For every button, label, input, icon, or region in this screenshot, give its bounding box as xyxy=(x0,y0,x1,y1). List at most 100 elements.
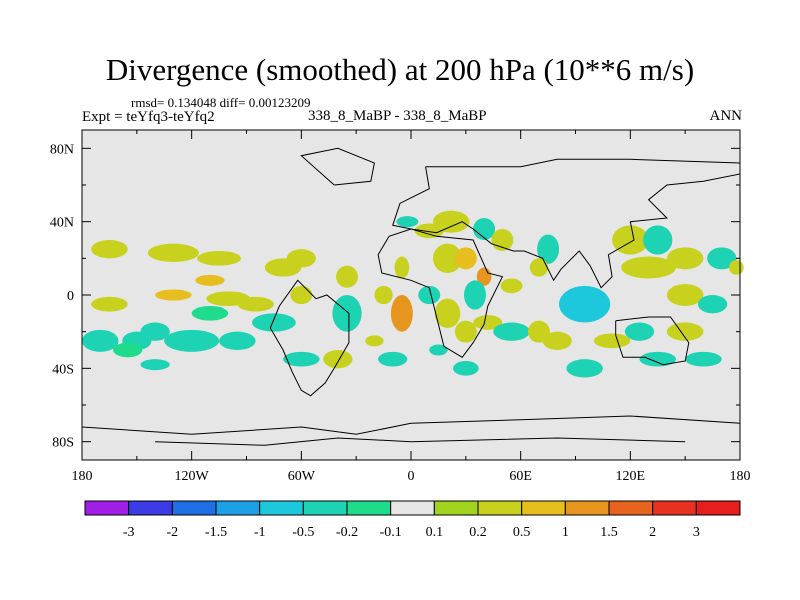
contour-region-21 xyxy=(336,265,358,288)
contour-region-13 xyxy=(164,329,220,352)
contour-region-58 xyxy=(666,247,704,270)
contour-region-48 xyxy=(542,331,572,351)
y-tick-label-4: 80S xyxy=(52,436,74,451)
contour-region-60 xyxy=(697,295,728,314)
contour-region-25 xyxy=(365,335,384,347)
season-label: ANN xyxy=(709,108,743,124)
coastline-0 xyxy=(269,279,350,397)
colorbar-swatch-8 xyxy=(433,500,479,516)
contour-region-64 xyxy=(290,285,313,305)
colorbar-label-6: -0.1 xyxy=(380,525,402,540)
contour-region-8 xyxy=(195,274,225,286)
contour-region-43 xyxy=(493,322,530,341)
colorbar-label-7: 0.1 xyxy=(426,525,444,540)
x-tick-label-6: 180 xyxy=(730,469,751,484)
contour-region-38 xyxy=(473,218,496,240)
colorbar-swatch-2 xyxy=(171,500,217,516)
contour-region-63 xyxy=(140,359,170,371)
contour-region-0 xyxy=(91,240,128,259)
contour-region-1 xyxy=(91,296,128,312)
contour-region-4 xyxy=(113,342,143,358)
colorbar-swatch-1 xyxy=(128,500,173,516)
contour-region-53 xyxy=(666,322,704,341)
contour-region-30 xyxy=(454,247,477,270)
plot-background xyxy=(82,130,740,460)
colorbar: -3 -2 -1.5 -1 -0.5 -0.2 -0.1 0.1 0.2 0.5 1 1.5 2 3 xyxy=(84,500,741,540)
colorbar-swatch-4 xyxy=(259,500,304,516)
center-label: 338_8_MaBP - 338_8_MaBP xyxy=(308,108,487,124)
colorbar-swatch-6 xyxy=(346,500,392,516)
contour-region-19 xyxy=(323,350,353,369)
colorbar-label-5: -0.2 xyxy=(336,525,358,540)
contour-region-45 xyxy=(537,234,560,264)
contour-region-59 xyxy=(666,284,704,306)
contour-region-36 xyxy=(429,344,448,356)
contour-region-52 xyxy=(639,351,677,367)
x-tick-label-4: 60E xyxy=(509,469,532,484)
contour-region-37 xyxy=(432,210,470,233)
colorbar-swatch-7 xyxy=(390,500,435,516)
coastline-1 xyxy=(377,228,504,358)
stats-label: rmsd= 0.134048 diff= 0.00123209 xyxy=(131,95,311,110)
contour-region-29 xyxy=(432,243,463,273)
colorbar-label-4: -0.5 xyxy=(292,525,314,540)
contour-region-41 xyxy=(500,278,523,294)
colorbar-label-1: -2 xyxy=(166,525,178,540)
contour-region-9 xyxy=(155,289,192,301)
contour-region-51 xyxy=(624,322,655,341)
colorbar-swatch-12 xyxy=(608,500,654,516)
colorbar-label-13: 3 xyxy=(693,525,700,540)
colorbar-label-12: 2 xyxy=(649,525,656,540)
experiment-label: Expt = teYfq3-teYfq2 xyxy=(82,109,215,125)
colorbar-swatch-13 xyxy=(652,500,697,516)
colorbar-label-0: -3 xyxy=(123,525,135,540)
colorbar-swatch-0 xyxy=(84,500,130,516)
contour-region-2 xyxy=(82,329,119,352)
x-tick-label-3: 0 xyxy=(408,469,415,484)
colorbar-label-11: 1.5 xyxy=(600,525,618,540)
colorbar-label-10: 1 xyxy=(562,525,569,540)
coastline-3 xyxy=(615,316,690,366)
y-tick-label-3: 40S xyxy=(52,362,74,377)
contour-region-6 xyxy=(147,243,199,262)
contour-region-40 xyxy=(464,280,486,310)
contour-region-5 xyxy=(140,322,170,341)
contour-region-20 xyxy=(332,295,362,332)
contour-region-49 xyxy=(566,359,603,378)
contour-region-62 xyxy=(729,260,744,275)
contour-region-34 xyxy=(454,320,477,343)
x-tick-label-2: 60W xyxy=(288,469,316,484)
contour-region-27 xyxy=(396,216,419,228)
contour-region-61 xyxy=(707,247,737,270)
colorbar-swatch-14 xyxy=(695,500,741,516)
contour-region-46 xyxy=(529,258,549,277)
y-tick-label-1: 40N xyxy=(50,216,74,231)
y-tick-label-2: 0 xyxy=(67,289,74,304)
contour-region-17 xyxy=(251,313,296,332)
contour-region-57 xyxy=(643,225,673,255)
y-tick-label-0: 80N xyxy=(50,142,74,157)
colorbar-swatch-3 xyxy=(215,500,261,516)
contour-region-16 xyxy=(286,249,316,268)
contour-region-23 xyxy=(390,295,413,332)
coastline-5 xyxy=(81,415,741,435)
colorbar-label-2: -1.5 xyxy=(205,525,227,540)
x-tick-label-0: 180 xyxy=(72,469,93,484)
coastline-2 xyxy=(300,147,375,186)
contour-region-56 xyxy=(612,225,649,255)
x-tick-label-5: 120E xyxy=(616,469,646,484)
contour-region-26 xyxy=(394,256,410,279)
colorbar-label-8: 0.2 xyxy=(469,525,487,540)
contour-region-14 xyxy=(219,331,256,351)
contour-region-11 xyxy=(237,296,274,312)
contour-region-55 xyxy=(621,256,677,279)
contour-region-12 xyxy=(191,306,229,321)
chart-title: Divergence (smoothed) at 200 hPa (10**6 … xyxy=(105,52,695,87)
colorbar-swatch-11 xyxy=(564,500,610,516)
colorbar-swatch-5 xyxy=(302,500,348,516)
colorbar-label-9: 0.5 xyxy=(513,525,531,540)
contour-region-47 xyxy=(559,285,611,323)
contour-region-7 xyxy=(197,251,242,266)
axes: 180 120W 60W 0 60E 120E 180 80N 40N 0 40S 80S xyxy=(50,130,751,484)
